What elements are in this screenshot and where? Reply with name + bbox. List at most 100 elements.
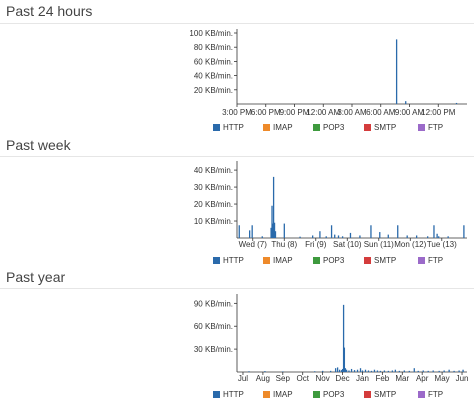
legend-swatch <box>213 123 220 131</box>
data-bar <box>336 367 339 372</box>
data-bar <box>249 230 251 238</box>
legend-item-pop3[interactable]: POP3 <box>313 254 344 266</box>
legend-swatch <box>213 390 220 398</box>
x-tick-label: Aug <box>256 374 270 383</box>
data-bar <box>394 369 397 372</box>
legend-swatch <box>418 123 425 131</box>
section-divider <box>0 156 474 157</box>
legend-label: IMAP <box>273 389 293 399</box>
legend-item-http[interactable]: HTTP <box>213 388 244 400</box>
data-bar <box>463 225 465 238</box>
section-24h: Past 24 hours 100 KB/min. 80 KB/min. 60 KB… <box>0 0 474 136</box>
legend-item-imap[interactable]: IMAP <box>263 388 293 400</box>
legend-swatch <box>213 256 220 264</box>
section-divider <box>0 23 474 24</box>
y-tick-label: 60 KB/min. <box>194 57 233 66</box>
x-tick-label: Dec <box>335 374 349 383</box>
data-bar <box>238 225 240 238</box>
legend-item-smtp[interactable]: SMTP <box>364 121 396 133</box>
data-bar <box>448 369 450 372</box>
data-bar <box>427 236 429 238</box>
data-bar <box>367 370 370 372</box>
y-tick-label: 100 KB/min. <box>189 29 233 38</box>
data-bar <box>334 234 336 238</box>
legend-label: SMTP <box>374 389 397 399</box>
data-bar <box>406 235 408 238</box>
data-bar <box>379 370 382 372</box>
data-bar <box>334 368 337 372</box>
x-tick-label: 6:00 AM <box>366 108 396 117</box>
x-tick-label: Thu (8) <box>271 240 297 249</box>
chart-24h: 100 KB/min. 80 KB/min. 60 KB/min. 40 KB/min… <box>189 29 467 117</box>
chart-year: 90 KB/min. 60 KB/min. 30 KB/min. Jul Aug Sep O… <box>194 294 468 383</box>
x-tick-label: Mar <box>395 374 409 383</box>
x-tick-label: Wed (7) <box>239 240 268 249</box>
y-tick-label: 20 KB/min. <box>194 200 233 209</box>
data-bar <box>432 370 434 372</box>
legend-label: IMAP <box>273 122 293 132</box>
legend-item-imap[interactable]: IMAP <box>263 121 293 133</box>
y-tick-label: 40 KB/min. <box>194 166 233 175</box>
data-bar <box>345 369 348 372</box>
x-tick-label: Feb <box>375 374 389 383</box>
data-bar <box>458 370 460 372</box>
data-bar <box>370 225 372 238</box>
legend-label: POP3 <box>323 389 345 399</box>
x-tick-label: 9:00 PM <box>280 108 310 117</box>
legend-item-ftp[interactable]: FTP <box>418 254 443 266</box>
legend-item-ftp[interactable]: FTP <box>418 121 443 133</box>
data-bar <box>405 101 407 104</box>
x-tick-label: Sat (10) <box>333 240 362 249</box>
legend-swatch <box>364 123 371 131</box>
legend-swatch <box>364 256 371 264</box>
legend-item-pop3[interactable]: POP3 <box>313 388 344 400</box>
legend-label: FTP <box>428 389 444 399</box>
data-bar <box>329 370 332 372</box>
legend-item-http[interactable]: HTTP <box>213 121 244 133</box>
legend-24h: HTTP IMAP POP3 SMTP FTP <box>0 121 474 133</box>
legend-item-http[interactable]: HTTP <box>213 254 244 266</box>
section-title-week: Past week <box>6 137 71 153</box>
data-bar <box>415 235 418 238</box>
data-bar <box>408 370 410 372</box>
data-bar <box>455 102 458 104</box>
data-bar <box>359 368 362 372</box>
x-tick-label: Nov <box>316 374 330 383</box>
x-tick-label: 3:00 PM <box>222 108 252 117</box>
legend-item-ftp[interactable]: FTP <box>418 388 443 400</box>
data-bar <box>349 232 352 238</box>
legend-item-smtp[interactable]: SMTP <box>364 388 396 400</box>
data-bar <box>337 235 340 238</box>
data-bar <box>251 225 253 238</box>
data-bar <box>350 368 353 372</box>
data-bar <box>364 369 367 372</box>
data-bar <box>403 370 405 372</box>
legend-item-pop3[interactable]: POP3 <box>313 121 344 133</box>
x-tick-label: Jan <box>356 374 369 383</box>
x-tick-label: Apr <box>416 374 429 383</box>
data-bar <box>462 369 464 372</box>
legend-swatch <box>263 123 270 131</box>
y-tick-label: 10 KB/min. <box>194 217 233 226</box>
x-tick-label: 9:00 AM <box>395 108 425 117</box>
data-bar <box>325 236 327 238</box>
data-bar <box>342 304 345 372</box>
section-title-24h: Past 24 hours <box>6 3 93 19</box>
data-bar <box>422 370 424 372</box>
x-tick-label: 3:00 AM <box>337 108 367 117</box>
data-bar <box>436 233 438 238</box>
data-bar <box>314 371 316 372</box>
legend-item-imap[interactable]: IMAP <box>263 254 293 266</box>
data-bar <box>282 371 284 372</box>
legend-swatch <box>364 390 371 398</box>
data-bar <box>338 369 341 372</box>
data-bar <box>248 371 250 372</box>
data-bar <box>417 370 419 372</box>
data-bar <box>427 370 429 372</box>
legend-year: HTTP IMAP POP3 SMTP FTP <box>0 388 474 400</box>
data-bar <box>340 370 343 372</box>
legend-item-smtp[interactable]: SMTP <box>364 254 396 266</box>
legend-label: SMTP <box>374 255 397 265</box>
data-bar <box>330 225 333 238</box>
